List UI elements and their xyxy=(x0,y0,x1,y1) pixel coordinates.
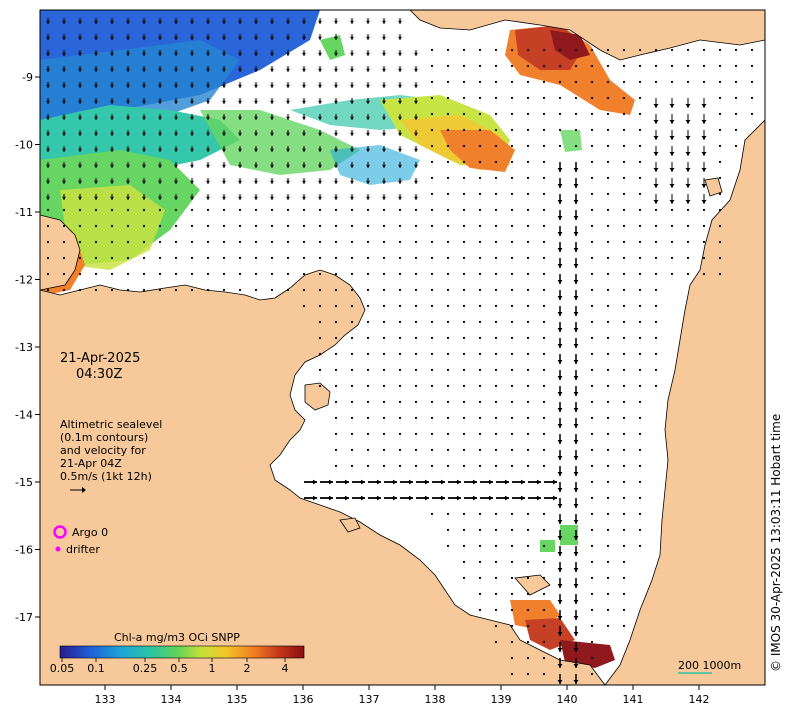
colorbar-tick-label: 4 xyxy=(282,662,289,675)
x-tick-label: 142 xyxy=(689,693,710,706)
colorbar-tick-label: 1 xyxy=(209,662,216,675)
argo-marker-icon xyxy=(53,525,67,539)
drifter-label: drifter xyxy=(66,543,100,556)
y-tick-label: -10 xyxy=(15,139,33,152)
x-tick-label: 134 xyxy=(161,693,182,706)
x-tick-label: 140 xyxy=(557,693,578,706)
colorbar: Chl-a mg/m3 OCi SNPP 0.05 0.1 0.25 0.5 1 2 4 xyxy=(50,631,305,675)
colorbar-gradient xyxy=(59,645,305,659)
map-time: 04:30Z xyxy=(76,367,122,382)
legend-line: Altimetric sealevel xyxy=(60,418,162,431)
y-tick-label: -13 xyxy=(15,341,33,354)
y-tick-label: -11 xyxy=(15,206,33,219)
x-tick-label: 135 xyxy=(227,693,248,706)
legend-line: 0.5m/s (1kt 12h) xyxy=(60,470,152,483)
x-tick-label: 139 xyxy=(491,693,512,706)
legend-line: (0.1m contours) xyxy=(60,431,148,444)
x-tick-label: 136 xyxy=(293,693,314,706)
colorbar-tick-label: 0.05 xyxy=(50,662,75,675)
scale-arrow-icon xyxy=(70,487,86,493)
x-axis-ticks: 133 134 135 136 137 138 139 140 141 142 xyxy=(95,685,710,706)
colorbar-tick-label: 0.25 xyxy=(133,662,158,675)
drifter-marker-icon xyxy=(55,546,61,552)
x-tick-label: 141 xyxy=(623,693,644,706)
y-tick-label: -15 xyxy=(15,476,33,489)
colorbar-tick-label: 0.1 xyxy=(87,662,105,675)
x-tick-label: 133 xyxy=(95,693,116,706)
y-tick-label: -16 xyxy=(15,544,33,557)
y-tick-label: -9 xyxy=(22,71,33,84)
credit-text: © IMOS 30-Apr-2025 13:03:11 Hobart time xyxy=(769,414,783,672)
altimetry-legend: Altimetric sealevel (0.1m contours) and … xyxy=(60,418,162,493)
legend-line: and velocity for xyxy=(60,444,146,457)
map-date: 21-Apr-2025 xyxy=(60,351,140,366)
x-tick-label: 138 xyxy=(425,693,446,706)
colorbar-ticks: 0.05 0.1 0.25 0.5 1 2 4 xyxy=(50,658,289,675)
velocity-field xyxy=(46,18,754,684)
argo-label: Argo 0 xyxy=(72,526,108,539)
y-tick-label: -17 xyxy=(15,611,33,624)
colorbar-tick-label: 0.5 xyxy=(170,662,188,675)
land-layer xyxy=(40,10,765,685)
y-tick-label: -14 xyxy=(15,409,33,422)
y-axis-ticks: -9 -10 -11 -12 -13 -14 -15 -16 -17 xyxy=(15,71,40,624)
legend-line: 21-Apr 04Z xyxy=(60,457,122,470)
x-tick-label: 137 xyxy=(359,693,380,706)
colorbar-title: Chl-a mg/m3 OCi SNPP xyxy=(114,631,240,644)
scale-label: 200 1000m xyxy=(678,659,741,672)
colorbar-tick-label: 2 xyxy=(244,662,251,675)
y-tick-label: -12 xyxy=(15,274,33,287)
